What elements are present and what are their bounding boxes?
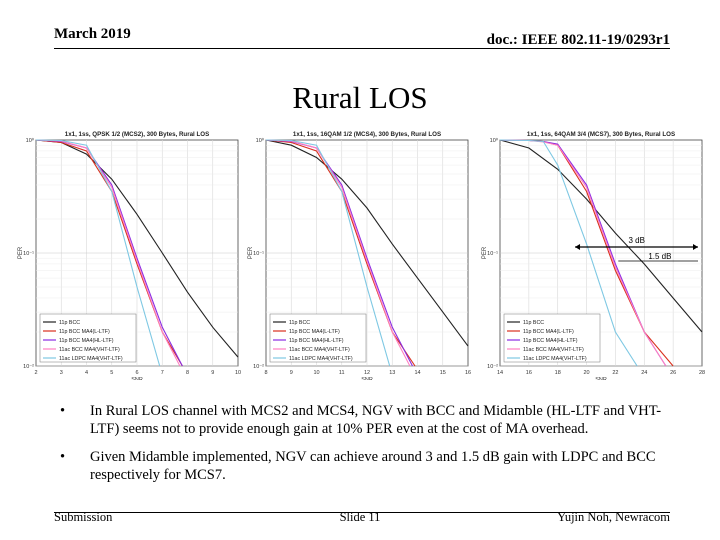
footer-slide-number: Slide 11 xyxy=(339,510,381,524)
series-line xyxy=(499,139,638,367)
x-tick-label: 9 xyxy=(211,370,214,376)
x-tick-label: 4 xyxy=(85,370,88,376)
x-tick-label: 11 xyxy=(339,370,345,376)
legend-entry: 11p BCC MA4(L-LTF) xyxy=(59,329,110,335)
x-tick-label: 14 xyxy=(414,370,420,376)
x-tick-label: 8 xyxy=(186,370,189,376)
x-tick-label: 5 xyxy=(110,370,113,376)
bullet-item: • In Rural LOS channel with MCS2 and MCS… xyxy=(60,402,680,438)
legend-entry: 11p BCC MA4(L-LTF) xyxy=(289,329,340,335)
x-axis-label: SNR xyxy=(131,377,143,380)
chart-title: 1x1, 1ss, 64QAM 3/4 (MCS7), 300 Bytes, R… xyxy=(527,131,675,138)
x-tick-label: 24 xyxy=(641,370,647,376)
legend-entry: 11ac BCC MA4(VHT-LTF) xyxy=(59,347,120,353)
x-tick-label: 20 xyxy=(584,370,590,376)
x-tick-label: 16 xyxy=(526,370,532,376)
x-tick-label: 9 xyxy=(290,370,293,376)
x-tick-label: 2 xyxy=(34,370,37,376)
chart-title: 1x1, 1ss, 16QAM 1/2 (MCS4), 300 Bytes, R… xyxy=(293,131,441,138)
series-line xyxy=(265,139,391,367)
x-tick-label: 3 xyxy=(60,370,63,376)
y-tick-label: 10⁰ xyxy=(26,137,35,144)
series-line xyxy=(265,139,469,347)
chart-mcs2: 1x1, 1ss, QPSK 1/2 (MCS2), 300 Bytes, Ru… xyxy=(18,131,241,380)
y-tick-label: 10⁻² xyxy=(23,364,34,370)
bullet-dot: • xyxy=(60,403,66,419)
y-axis-label: PER xyxy=(248,246,254,259)
annotation-3db: 3 dB xyxy=(629,236,645,245)
x-tick-label: 14 xyxy=(497,370,503,376)
x-tick-label: 26 xyxy=(670,370,676,376)
x-tick-label: 12 xyxy=(364,370,370,376)
legend-entry: 11p BCC MA4(HL-LTF) xyxy=(289,338,344,344)
x-tick-label: 10 xyxy=(235,370,241,376)
bullet-item: • Given Midamble implemented, NGV can ac… xyxy=(60,448,680,484)
footer-author: Yujin Noh, Newracom xyxy=(557,510,670,524)
legend-entry: 11ac LDPC MA4(VHT-LTF) xyxy=(59,356,123,362)
legend-entry: 11ac LDPC MA4(VHT-LTF) xyxy=(289,356,353,362)
y-tick-label: 10⁻¹ xyxy=(23,251,34,257)
y-tick-label: 10⁻² xyxy=(253,364,264,370)
y-tick-label: 10⁰ xyxy=(490,137,499,144)
y-tick-label: 10⁻¹ xyxy=(487,251,498,257)
annotation-1-5db: 1.5 dB xyxy=(648,252,671,261)
y-tick-label: 10⁰ xyxy=(256,137,265,144)
legend-entry: 11ac BCC MA4(VHT-LTF) xyxy=(523,347,584,353)
legend-entry: 11ac BCC MA4(VHT-LTF) xyxy=(289,347,350,353)
bullet-list: • In Rural LOS channel with MCS2 and MCS… xyxy=(60,402,680,494)
series-line xyxy=(35,139,161,367)
legend-entry: 11p BCC xyxy=(59,320,80,326)
header-doc-id: doc.: IEEE 802.11-19/0293r1 xyxy=(486,32,670,48)
y-axis-label: PER xyxy=(482,246,488,259)
y-tick-label: 10⁻¹ xyxy=(253,251,264,257)
x-tick-label: 10 xyxy=(313,370,319,376)
legend-entry: 11p BCC MA4(L-LTF) xyxy=(523,329,574,335)
x-tick-label: 18 xyxy=(555,370,561,376)
x-tick-label: 7 xyxy=(161,370,164,376)
legend-entry: 11p BCC MA4(HL-LTF) xyxy=(523,338,578,344)
footer-rule xyxy=(54,512,670,513)
footer-submission: Submission xyxy=(54,510,113,524)
series-line xyxy=(35,139,239,358)
chart-mcs7: 1x1, 1ss, 64QAM 3/4 (MCS7), 300 Bytes, R… xyxy=(482,131,705,380)
legend-entry: 11p BCC xyxy=(289,320,310,326)
x-tick-label: 28 xyxy=(699,370,705,376)
slide-title: Rural LOS xyxy=(292,80,428,115)
x-tick-label: 13 xyxy=(389,370,395,376)
series-line xyxy=(499,139,703,333)
y-tick-label: 10⁻² xyxy=(487,364,498,370)
x-axis-label: SNR xyxy=(595,377,607,380)
y-axis-label: PER xyxy=(18,246,24,259)
legend-entry: 11p BCC MA4(HL-LTF) xyxy=(59,338,114,344)
chart-title: 1x1, 1ss, QPSK 1/2 (MCS2), 300 Bytes, Ru… xyxy=(65,131,209,138)
x-tick-label: 6 xyxy=(135,370,138,376)
legend-entry: 11p BCC xyxy=(523,320,544,326)
x-axis-label: SNR xyxy=(361,377,373,380)
legend-entry: 11ac LDPC MA4(VHT-LTF) xyxy=(523,356,587,362)
x-tick-label: 22 xyxy=(612,370,618,376)
chart-mcs4: 1x1, 1ss, 16QAM 1/2 (MCS4), 300 Bytes, R… xyxy=(248,131,471,380)
bullet-text: In Rural LOS channel with MCS2 and MCS4,… xyxy=(90,403,662,437)
bullet-text: Given Midamble implemented, NGV can achi… xyxy=(90,449,656,483)
x-tick-label: 15 xyxy=(440,370,446,376)
x-tick-label: 8 xyxy=(264,370,267,376)
bullet-dot: • xyxy=(60,449,66,465)
x-tick-label: 16 xyxy=(465,370,471,376)
header-date: March 2019 xyxy=(54,26,131,42)
header-rule xyxy=(54,48,670,49)
